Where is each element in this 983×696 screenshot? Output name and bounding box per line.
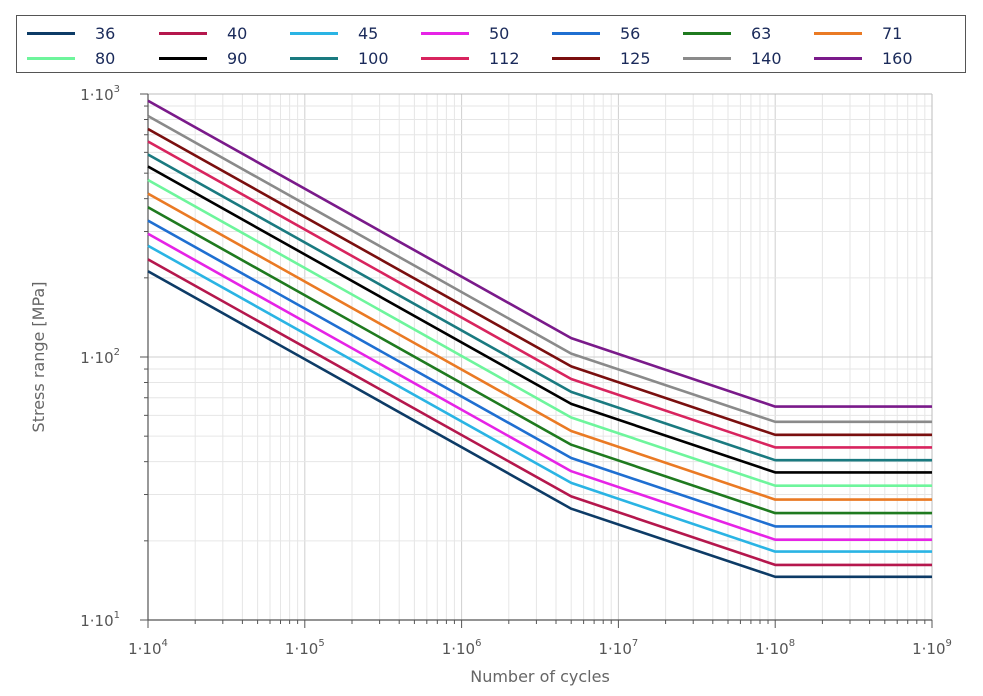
legend-swatch (159, 56, 207, 60)
legend-item-140: 140 (683, 48, 801, 68)
x-tick-label: 1·109 (912, 638, 952, 658)
legend-swatch (290, 31, 338, 35)
legend-label: 140 (751, 48, 782, 68)
y-tick-exponent: 3 (114, 84, 120, 95)
x-tick-label: 1·105 (285, 638, 325, 658)
legend-item-63: 63 (683, 23, 801, 43)
series-line-100 (147, 153, 932, 462)
legend-item-112: 112 (421, 48, 539, 68)
x-tick-exponent: 5 (318, 638, 324, 649)
x-tick-exponent: 9 (946, 638, 952, 649)
legend-label: 63 (751, 23, 772, 43)
legend-item-125: 125 (552, 48, 670, 68)
legend-item-45: 45 (290, 23, 408, 43)
legend-label: 100 (358, 48, 389, 68)
y-tick-base: 1·10 (80, 612, 113, 630)
x-tick-base: 1·10 (599, 640, 632, 658)
series-line-112 (147, 140, 932, 449)
x-tick-label: 1·108 (755, 638, 795, 658)
legend-item-90: 90 (159, 48, 277, 68)
series-line-40 (147, 258, 932, 567)
legend-swatch (814, 31, 862, 35)
legend-label: 80 (95, 48, 116, 68)
series-line-50 (147, 232, 932, 542)
grid (147, 93, 933, 621)
legend-label: 36 (95, 23, 116, 43)
y-tick-exponent: 2 (114, 347, 120, 358)
legend-swatch (814, 56, 862, 60)
x-tick-base: 1·10 (442, 640, 475, 658)
y-tick-base: 1·10 (80, 349, 113, 367)
y-tick-label: 1·103 (80, 84, 120, 104)
series-line-80 (147, 178, 932, 488)
legend-label: 112 (489, 48, 520, 68)
series-lines (147, 99, 932, 579)
legend-swatch (683, 56, 731, 60)
legend-item-100: 100 (290, 48, 408, 68)
legend-item-80: 80 (27, 48, 145, 68)
legend: 36 40 45 50 56 63 71 80 90 100 112 125 140 160 (16, 15, 966, 73)
legend-item-50: 50 (421, 23, 539, 43)
x-tick-exponent: 4 (162, 638, 168, 649)
series-line-45 (147, 244, 932, 553)
legend-swatch (683, 31, 731, 35)
x-tick-label: 1·107 (599, 638, 639, 658)
legend-swatch (421, 31, 469, 35)
legend-label: 56 (620, 23, 641, 43)
legend-label: 40 (227, 23, 248, 43)
x-tick-exponent: 7 (632, 638, 638, 649)
x-tick-base: 1·10 (755, 640, 788, 658)
series-line-125 (147, 127, 932, 437)
x-tick-exponent: 8 (789, 638, 795, 649)
series-line-160 (147, 99, 932, 408)
x-tick-label: 1·104 (128, 638, 168, 658)
x-axis-title: Number of cycles (470, 667, 610, 686)
legend-item-36: 36 (27, 23, 145, 43)
legend-label: 50 (489, 23, 510, 43)
series-line-140 (147, 114, 932, 424)
x-tick-label: 1·106 (442, 638, 482, 658)
legend-label: 160 (882, 48, 913, 68)
legend-item-40: 40 (159, 23, 277, 43)
legend-label: 125 (620, 48, 651, 68)
y-tick-base: 1·10 (80, 86, 113, 104)
y-tick-exponent: 1 (114, 610, 120, 621)
legend-label: 90 (227, 48, 248, 68)
y-tick-label: 1·101 (80, 610, 120, 630)
series-line-63 (147, 206, 932, 515)
legend-swatch (27, 31, 75, 35)
legend-swatch (27, 56, 75, 60)
y-tick-label: 1·102 (80, 347, 120, 367)
legend-item-160: 160 (814, 48, 932, 68)
series-line-36 (147, 270, 932, 579)
legend-label: 71 (882, 23, 903, 43)
legend-item-56: 56 (552, 23, 670, 43)
x-tick-base: 1·10 (285, 640, 318, 658)
legend-swatch (552, 31, 600, 35)
legend-label: 45 (358, 23, 379, 43)
y-axis-title: Stress range [MPa] (29, 282, 48, 433)
legend-swatch (159, 31, 207, 35)
series-line-90 (147, 165, 932, 474)
legend-swatch (421, 56, 469, 60)
series-line-56 (147, 219, 932, 528)
legend-swatch (290, 56, 338, 60)
legend-item-71: 71 (814, 23, 932, 43)
series-line-71 (147, 192, 932, 501)
x-tick-base: 1·10 (128, 640, 161, 658)
x-tick-exponent: 6 (475, 638, 481, 649)
legend-swatch (552, 56, 600, 60)
x-tick-base: 1·10 (912, 640, 945, 658)
